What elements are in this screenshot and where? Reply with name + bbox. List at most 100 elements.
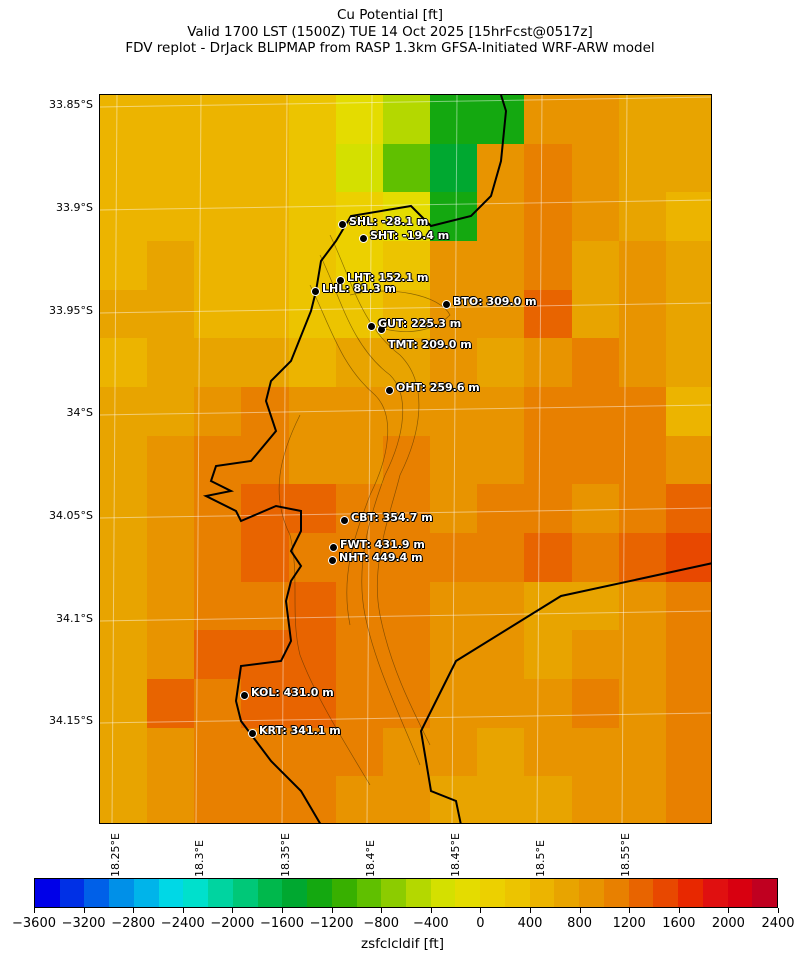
heatmap-cell [100, 192, 147, 241]
station-label: SHT: -19.4 m [370, 229, 450, 242]
station-marker [338, 220, 347, 229]
colorbar-tick-label: 2400 [761, 916, 795, 931]
latitude-tick-label: 34.15°S [49, 714, 93, 727]
heatmap-cell [100, 387, 147, 436]
colorbar-bin [331, 879, 357, 907]
heatmap-cell [619, 144, 666, 192]
heatmap-cell [477, 144, 524, 192]
colorbar-bin [282, 879, 308, 907]
heatmap-cell [524, 387, 572, 436]
heatmap-cell [619, 728, 666, 776]
heatmap-cell [619, 387, 666, 436]
heatmap-cell [524, 290, 572, 338]
heatmap-cell [477, 241, 524, 290]
colorbar-tick-label: 2000 [711, 916, 745, 931]
latitude-tick-label: 33.9°S [56, 201, 93, 214]
longitude-tick-label: 18.35°E [279, 833, 292, 877]
station-label: TMT: 209.0 m [388, 338, 472, 351]
heatmap-cell [147, 387, 194, 436]
heatmap-cell [147, 192, 194, 241]
heatmap-cell [524, 436, 572, 484]
colorbar-bin [109, 879, 134, 907]
heatmap-cell [619, 630, 666, 679]
heatmap-cell [572, 387, 619, 436]
heatmap-cell [100, 290, 147, 338]
heatmap-cell [477, 776, 524, 823]
heatmap-cell [336, 144, 383, 192]
colorbar-bin [183, 879, 209, 907]
heatmap-cell [619, 290, 666, 338]
heatmap-cell [336, 776, 383, 823]
heatmap-cell [289, 582, 336, 630]
graticule [100, 95, 711, 823]
heatmap-cell [430, 95, 477, 144]
heatmap-cell [477, 630, 524, 679]
heatmap-cell [383, 95, 430, 144]
false-bay-coastline [419, 562, 711, 823]
heatmap-cell [572, 290, 619, 338]
heatmap-cell [194, 679, 241, 728]
heatmap-cell [572, 630, 619, 679]
heatmap-cell [572, 144, 619, 192]
heatmap-cell [336, 582, 383, 630]
heatmap-cell [336, 290, 383, 338]
heatmap-cell [430, 241, 477, 290]
colorbar-tick [430, 908, 432, 913]
coastline-overlay [100, 95, 711, 823]
heatmap-cell [524, 241, 572, 290]
colorbar-bin [529, 879, 555, 907]
heatmap-cell [336, 533, 383, 582]
heatmap-cell [572, 95, 619, 144]
colorbar-tick-label: −2800 [111, 916, 156, 931]
map-plot-area [99, 94, 712, 824]
colorbar-bin [35, 879, 60, 907]
colorbar-bin [455, 879, 481, 907]
colorbar-bin [678, 879, 703, 907]
colorbar-tick-label: −1200 [309, 916, 354, 931]
heatmap-cell [524, 192, 572, 241]
heatmap-cell [430, 728, 477, 776]
heatmap-cell [572, 338, 619, 387]
heatmap-cell [147, 679, 194, 728]
heatmap-cell [194, 436, 241, 484]
figure-title: Cu Potential [ft] [336, 7, 444, 23]
colorbar-tick [480, 908, 482, 913]
heatmap-cell [477, 436, 524, 484]
heatmap-cell [289, 290, 336, 338]
heatmap-cell [194, 533, 241, 582]
heatmap-cell [477, 533, 524, 582]
colorbar-tick [678, 908, 680, 913]
colorbar-bin [653, 879, 679, 907]
heatmap-cell [430, 582, 477, 630]
heatmap-cell [619, 192, 666, 241]
colorbar-tick [778, 908, 779, 913]
heatmap-cell [147, 338, 194, 387]
colorbar-bin [208, 879, 233, 907]
colorbar-tick [34, 908, 35, 913]
station-label: OHT: 259.6 m [396, 381, 480, 394]
heatmap-cell [241, 338, 289, 387]
heatmap-cell [430, 533, 477, 582]
heatmap-cell [619, 484, 666, 533]
colorbar-tick-label: −2000 [210, 916, 255, 931]
heatmap-cell [100, 679, 147, 728]
heatmap-cell [430, 338, 477, 387]
heatmap-cell [383, 679, 430, 728]
colorbar-tick [182, 908, 184, 913]
heatmap-cell [666, 144, 711, 192]
heatmap-cell [666, 484, 711, 533]
heatmap-cell [430, 290, 477, 338]
colorbar-bin [727, 879, 753, 907]
heatmap-cell [430, 679, 477, 728]
heatmap-cell [241, 95, 289, 144]
heatmap-cell [147, 533, 194, 582]
colorbar-tick-label: −3200 [61, 916, 106, 931]
longitude-tick-label: 18.25°E [109, 833, 122, 877]
heatmap-cell [477, 582, 524, 630]
station-label: GUT: 225.3 m [378, 317, 462, 330]
heatmap-cell [100, 95, 147, 144]
station-marker [340, 516, 349, 525]
heatmap-cell [572, 776, 619, 823]
station-label: CBT: 354.7 m [351, 511, 433, 524]
station-marker [240, 691, 249, 700]
